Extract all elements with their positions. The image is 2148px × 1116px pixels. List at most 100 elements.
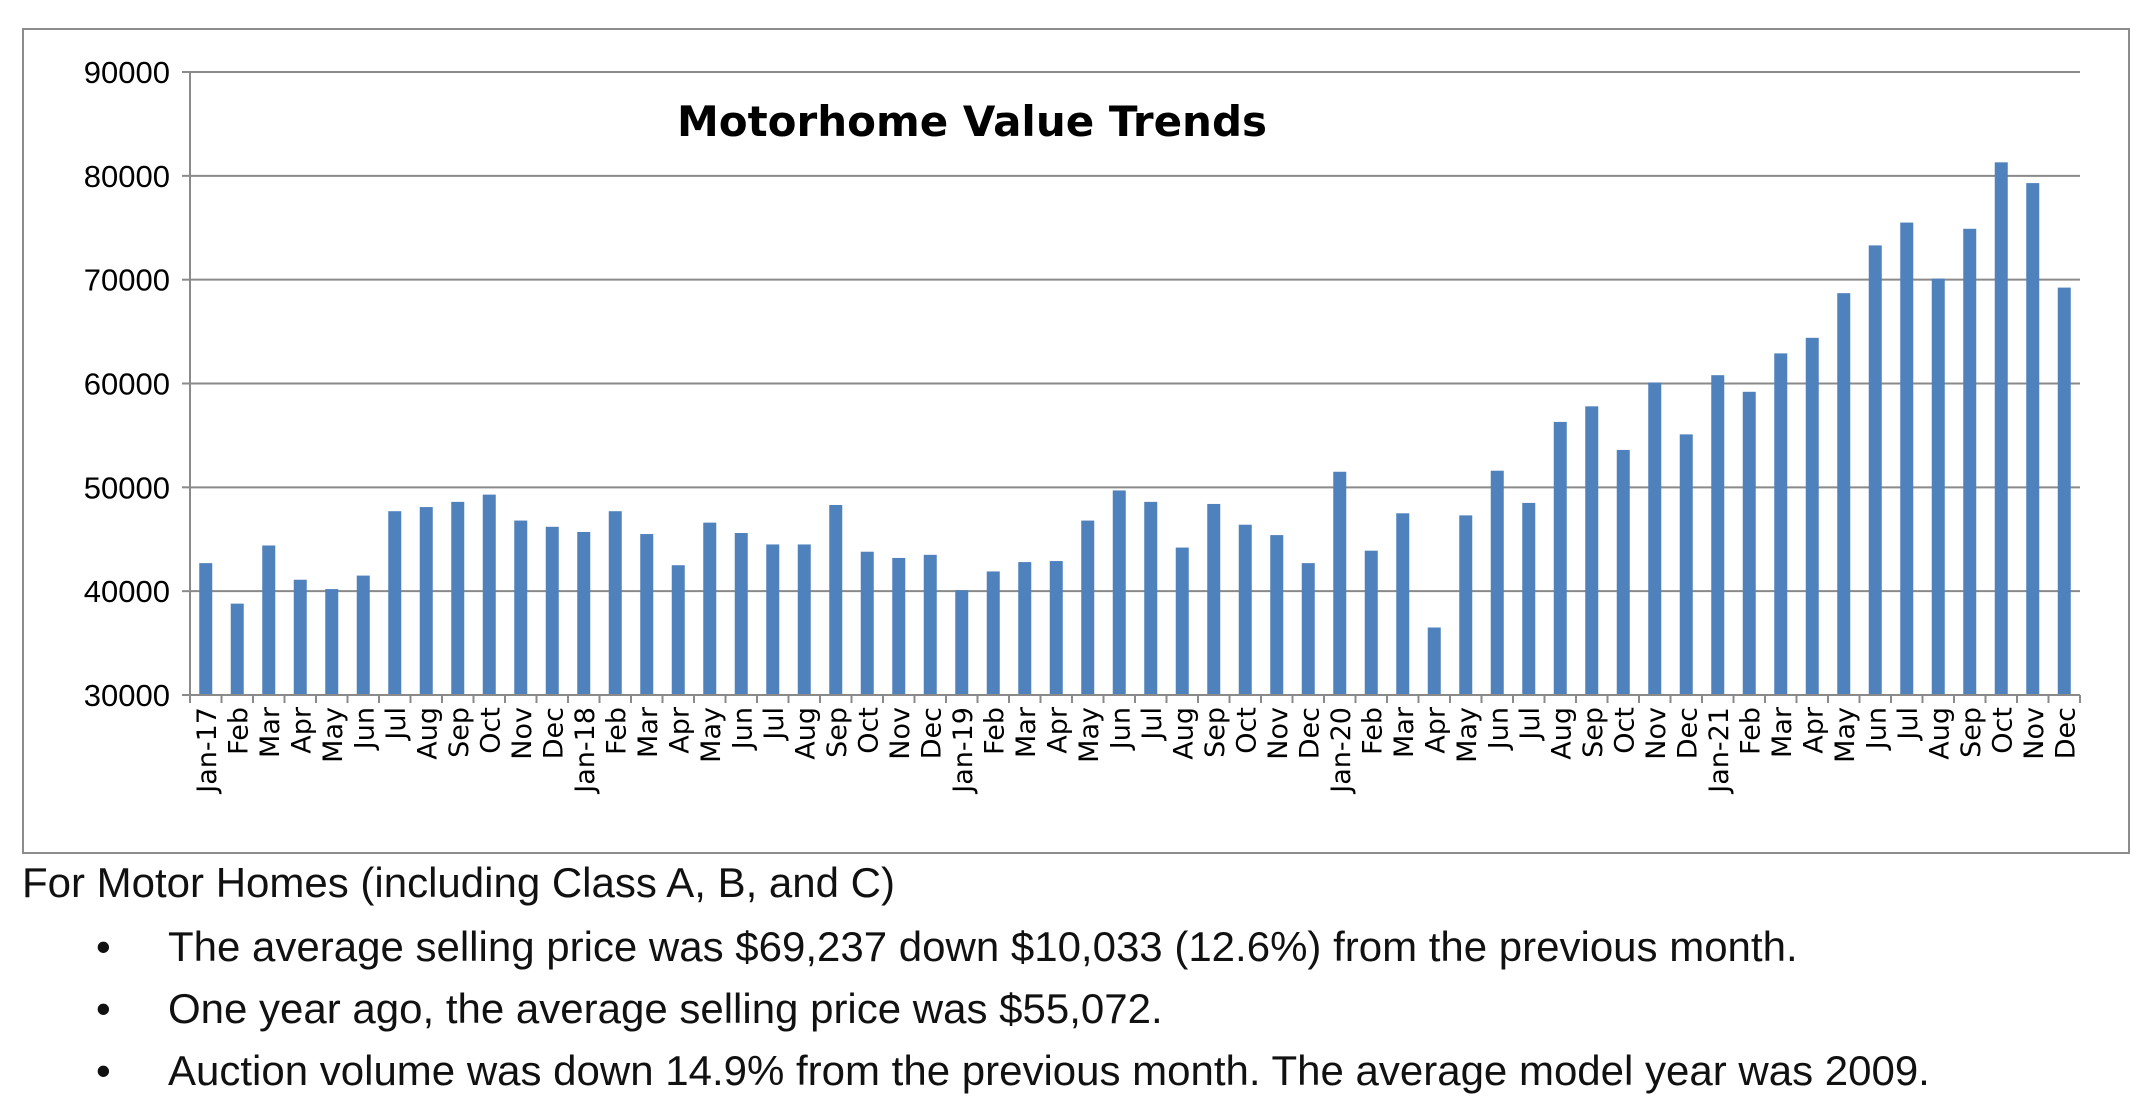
x-tick-label: Oct [1609, 707, 1640, 754]
x-tick-label: Aug [1546, 707, 1577, 760]
bar [1018, 562, 1032, 695]
bullet-text: Auction volume was down 14.9% from the p… [168, 1047, 1930, 1094]
bar [955, 590, 969, 695]
x-tick-label: Jan-18 [570, 707, 601, 795]
x-tick-label: Nov [885, 707, 916, 760]
x-tick-label: Nov [507, 707, 538, 760]
list-item: • One year ago, the average selling pric… [22, 981, 2122, 1037]
bar [797, 544, 811, 695]
bar [1238, 524, 1252, 695]
x-tick-label: Mar [1011, 706, 1042, 758]
bar [1837, 293, 1851, 695]
x-tick-label: Mar [255, 706, 286, 758]
bar [923, 554, 937, 695]
bar [1459, 515, 1473, 695]
bar [986, 571, 1000, 695]
y-tick-label: 70000 [84, 263, 170, 298]
bar-chart: 30000 40000 50000 60000 70000 80000 90000 Jan-… [22, 28, 2130, 854]
x-tick-label: Oct [1987, 707, 2018, 754]
x-tick-label: Oct [853, 707, 884, 754]
x-tick-label: Sep [1956, 707, 1987, 758]
bar [1427, 627, 1441, 695]
bullet-icon: • [96, 1047, 111, 1094]
bar [734, 533, 748, 695]
bar [1742, 391, 1756, 695]
bar [325, 589, 339, 695]
bar [2057, 287, 2071, 695]
bar [860, 551, 874, 695]
list-item: • Auction volume was down 14.9% from the… [22, 1043, 2122, 1099]
x-tick-label: Jan-19 [948, 707, 979, 795]
gridlines [190, 71, 2080, 593]
bar [1207, 503, 1221, 695]
bar [703, 522, 717, 695]
bar [262, 545, 276, 695]
bars [199, 162, 2071, 695]
x-tick-label: Feb [601, 707, 632, 755]
bullet-icon: • [96, 985, 111, 1032]
x-tick-label: Jul [1893, 707, 1924, 742]
bar [1900, 222, 1914, 695]
bar [1931, 278, 1945, 695]
bar [1774, 353, 1788, 695]
x-tick-label: Sep [1200, 707, 1231, 758]
bar [388, 511, 402, 695]
bar [2026, 183, 2040, 695]
bullet-icon: • [96, 923, 111, 970]
x-tick-label: Jan-17 [192, 707, 223, 795]
x-tick-label: Dec [916, 707, 947, 759]
x-tick-label: Jan-21 [1704, 707, 1735, 795]
x-tick-label: Sep [1578, 707, 1609, 758]
bar [1175, 547, 1189, 695]
y-tick-label: 80000 [84, 159, 170, 194]
bar [1049, 561, 1063, 695]
x-tick-label: Oct [1231, 707, 1262, 754]
bar [230, 603, 244, 695]
bar [829, 504, 843, 695]
x-tick-label: Feb [1357, 707, 1388, 755]
x-tick-label: Jun [1105, 707, 1136, 751]
bar [1270, 535, 1284, 695]
bar [1585, 406, 1599, 695]
x-tick-label: Dec [2050, 707, 2081, 759]
bar [482, 494, 496, 695]
x-tick-label: May [696, 707, 727, 763]
x-tick-label: Mar [1767, 706, 1798, 758]
bar [892, 557, 906, 695]
x-tick-label: Nov [2019, 707, 2050, 760]
bar [451, 501, 465, 695]
x-tick-label: Apr [1798, 706, 1829, 754]
bar [1679, 434, 1693, 695]
bar [1490, 470, 1504, 695]
x-tick-label: Dec [1294, 707, 1325, 759]
bar [1994, 162, 2008, 695]
x-tick-label: Aug [1924, 707, 1955, 760]
bar [1301, 563, 1315, 695]
x-tick-label: Jun [349, 707, 380, 751]
y-tick-label: 30000 [84, 678, 170, 713]
x-tick-label: Jun [727, 707, 758, 751]
x-tick-label: Jul [759, 707, 790, 742]
chart-title: Motorhome Value Trends [677, 97, 1267, 146]
bar [1868, 245, 1882, 695]
bullet-text: One year ago, the average selling price … [168, 985, 1163, 1032]
x-tick-label: Nov [1641, 707, 1672, 760]
bar [1648, 382, 1662, 695]
y-tick-label: 50000 [84, 470, 170, 505]
bar [293, 579, 307, 695]
x-tick-label: May [1074, 707, 1105, 763]
x-tick-label: Mar [633, 706, 664, 758]
x-tick-label: Feb [1735, 707, 1766, 755]
x-tick-label: Nov [1263, 707, 1294, 760]
bar [1711, 375, 1725, 695]
x-tick-label: Dec [1672, 707, 1703, 759]
x-tick-label: Apr [664, 706, 695, 754]
x-tick-label: Sep [822, 707, 853, 758]
bar [545, 526, 559, 695]
x-tick-label: Jul [1515, 707, 1546, 742]
bar [1805, 337, 1819, 695]
summary-notes: For Motor Homes (including Class A, B, a… [22, 855, 2122, 1105]
y-tick-label: 90000 [84, 55, 170, 90]
bar [1963, 228, 1977, 695]
y-tick-label: 40000 [84, 574, 170, 609]
